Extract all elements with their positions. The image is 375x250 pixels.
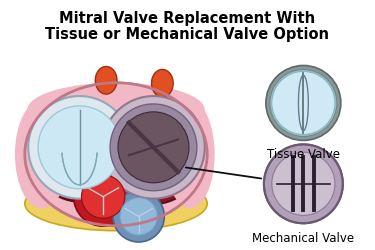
Circle shape — [113, 191, 164, 242]
Ellipse shape — [27, 83, 205, 137]
Circle shape — [266, 66, 341, 140]
Circle shape — [110, 104, 197, 191]
Text: Mechanical Valve: Mechanical Valve — [252, 232, 354, 245]
Ellipse shape — [30, 93, 129, 202]
Circle shape — [81, 175, 125, 218]
Ellipse shape — [152, 70, 173, 97]
Circle shape — [74, 167, 133, 226]
Circle shape — [120, 198, 158, 235]
Ellipse shape — [95, 66, 117, 94]
Ellipse shape — [25, 83, 207, 226]
Ellipse shape — [102, 91, 205, 204]
Circle shape — [102, 96, 205, 198]
Circle shape — [270, 70, 337, 136]
Circle shape — [272, 72, 335, 134]
Circle shape — [118, 112, 189, 183]
Ellipse shape — [25, 176, 207, 231]
Text: Tissue or Mechanical Valve Option: Tissue or Mechanical Valve Option — [45, 27, 329, 42]
Text: Tissue Valve: Tissue Valve — [267, 148, 340, 161]
Circle shape — [264, 144, 343, 223]
Circle shape — [272, 152, 335, 216]
Ellipse shape — [165, 100, 214, 208]
Text: Mitral Valve Replacement With: Mitral Valve Replacement With — [59, 11, 315, 26]
Ellipse shape — [15, 100, 69, 208]
Circle shape — [28, 96, 131, 198]
Circle shape — [38, 106, 121, 189]
